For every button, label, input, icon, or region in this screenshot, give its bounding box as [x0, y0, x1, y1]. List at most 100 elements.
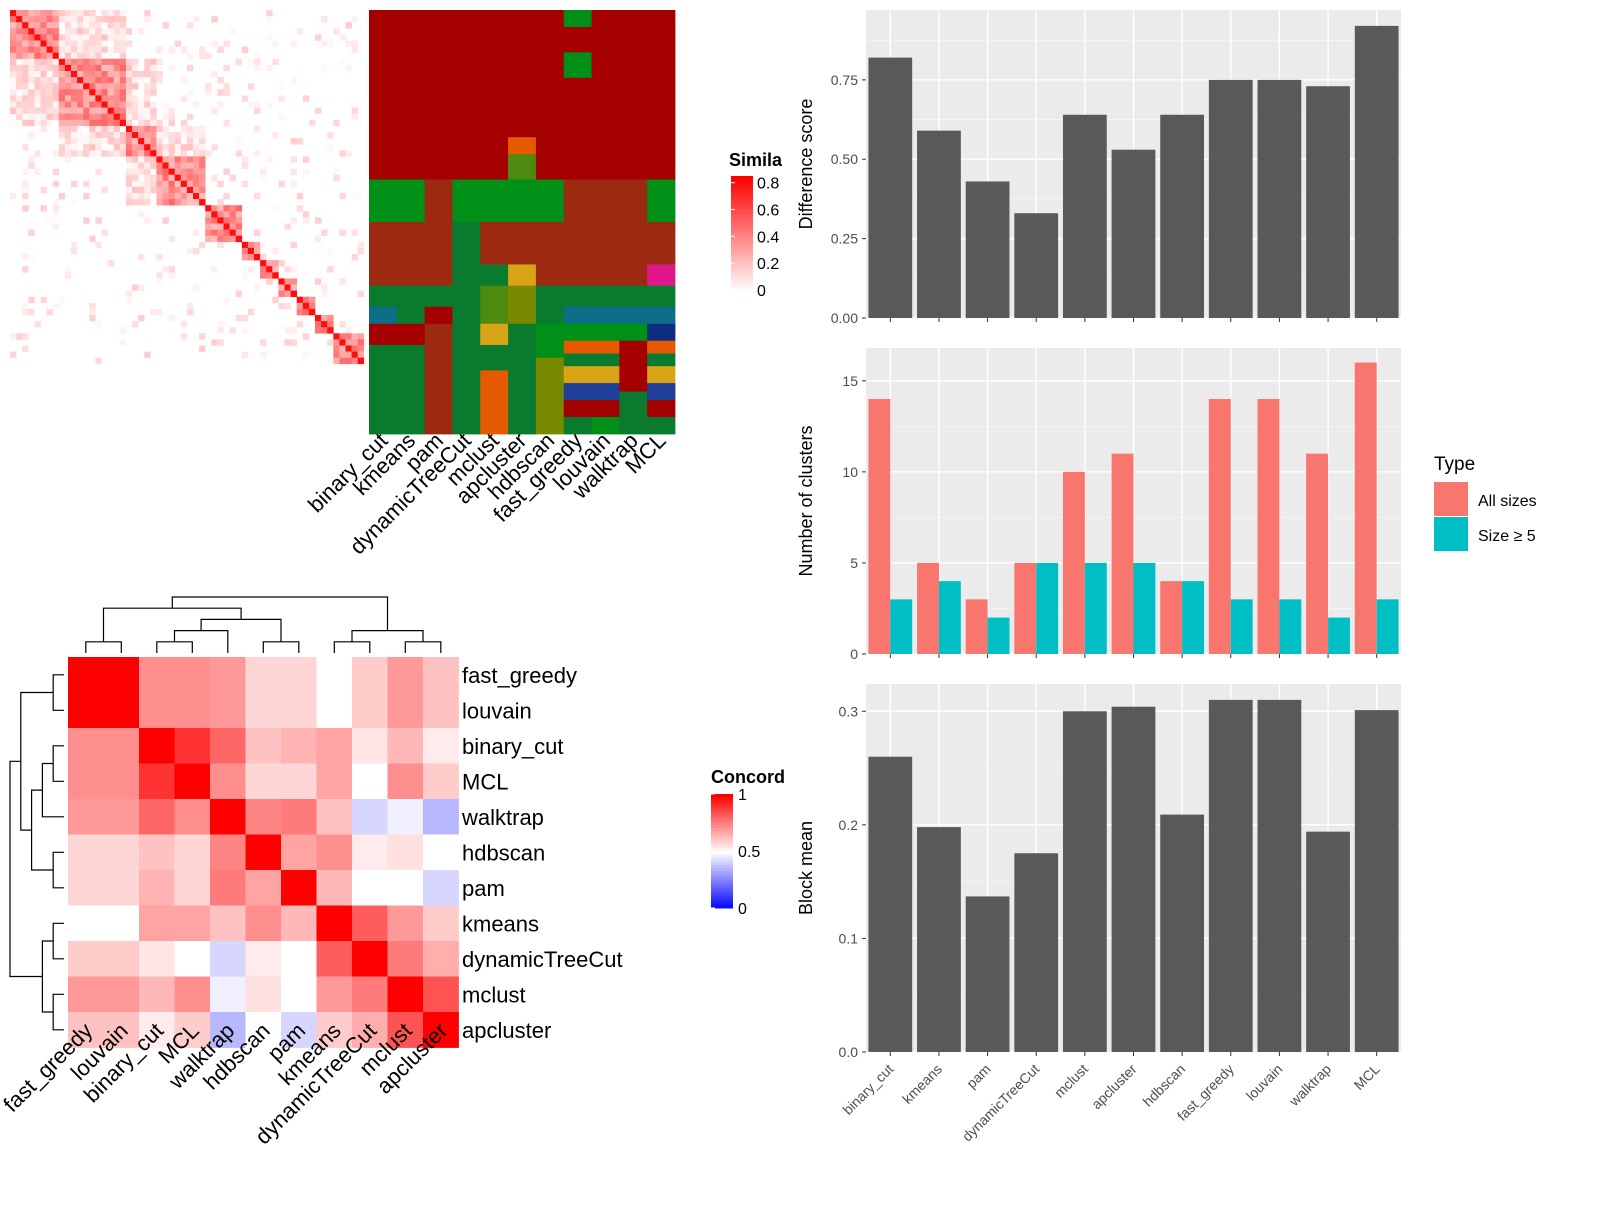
similarity-cell [333, 357, 340, 365]
assignment-block [563, 306, 592, 325]
assignment-block [535, 222, 565, 286]
similarity-cell [113, 58, 121, 66]
similarity-cell [156, 58, 163, 66]
assignment-block [591, 353, 620, 367]
row-dendrogram-branch [52, 745, 64, 782]
similarity-cell [357, 247, 365, 255]
colorbar-step [711, 868, 733, 872]
similarity-cell [83, 113, 90, 121]
concordance-cell [387, 728, 424, 764]
similarity-cell [71, 89, 78, 96]
similarity-cell [22, 58, 29, 66]
x-tick-label: MCL [1351, 1061, 1383, 1093]
similarity-cell [46, 217, 53, 224]
similarity-cell [83, 144, 90, 151]
similarity-cell [101, 113, 108, 121]
similarity-cell [315, 235, 322, 243]
similarity-cell [150, 186, 157, 194]
similarity-cell [28, 254, 35, 261]
assignment-block [619, 10, 648, 180]
similarity-cell [247, 83, 255, 90]
colorbar-step [711, 842, 733, 846]
similarity-cell [144, 119, 151, 127]
similarity-cell [101, 107, 108, 114]
similarity-cell [77, 101, 84, 108]
similarity-cell [254, 125, 261, 133]
similarity-cell [357, 357, 365, 365]
similarity-cell [52, 10, 60, 17]
concordance-row-label: MCL [462, 769, 508, 794]
similarity-cell [34, 89, 41, 96]
row-dendrogram-branch [52, 674, 64, 711]
similarity-cell [266, 64, 273, 72]
similarity-cell [180, 174, 188, 182]
similarity-cell [199, 180, 206, 188]
similarity-cell [132, 101, 139, 108]
concordance-cell [103, 657, 140, 693]
similarity-cell [71, 199, 78, 206]
similarity-cell [132, 321, 139, 328]
similarity-cell [28, 77, 35, 84]
similarity-cell [180, 95, 188, 102]
similarity-cell [339, 321, 346, 328]
similarity-cell [119, 28, 127, 35]
concordance-cell [423, 941, 459, 977]
similarity-cell [125, 83, 133, 90]
colorbar-step [731, 214, 753, 219]
similarity-cell [101, 34, 108, 41]
similarity-cell [150, 77, 157, 84]
concordance-cell [316, 905, 353, 942]
colorbar-step [731, 198, 753, 204]
similarity-cell [162, 174, 169, 182]
similarity-cell [290, 278, 297, 285]
similarity-cell [260, 168, 267, 175]
similarity-cell [107, 58, 114, 66]
similarity-cell [290, 266, 297, 273]
similarity-cell [205, 211, 212, 218]
similarity-cell [266, 266, 273, 273]
concordance-cell [139, 870, 175, 906]
similarity-cell [174, 168, 182, 175]
colorbar-step [711, 845, 733, 849]
assignment-block [535, 145, 565, 180]
bar [868, 57, 913, 318]
similarity-cell [107, 77, 114, 84]
similarity-cell [77, 10, 84, 17]
similarity-cell [28, 64, 35, 72]
y-tick-label: 0.1 [839, 930, 859, 946]
similarity-cell [290, 138, 297, 145]
concordance-cell [423, 657, 459, 693]
similarity-cell [83, 217, 90, 224]
similarity-cell [132, 193, 139, 200]
y-tick-label: 0.2 [839, 817, 859, 833]
similarity-cell [186, 125, 194, 133]
similarity-cell [266, 156, 273, 163]
similarity-cell [156, 46, 163, 53]
concordance-row-label: hdbscan [462, 840, 545, 865]
similarity-cell [180, 162, 188, 169]
similarity-cell [95, 217, 102, 224]
similarity-cell [95, 125, 102, 133]
concordance-cell [281, 1012, 317, 1048]
similarity-cell [89, 40, 96, 47]
similarity-cell [16, 71, 23, 78]
similarity-cell [199, 150, 206, 157]
similarity-cell [119, 119, 127, 127]
similarity-cell [113, 40, 121, 47]
similarity-cell [71, 34, 78, 41]
colorbar-step [731, 202, 753, 207]
similarity-cell [83, 71, 90, 78]
similarity-cell [58, 40, 66, 47]
bar [917, 562, 939, 654]
similarity-cell [89, 113, 96, 121]
concordance-cell [387, 834, 424, 871]
similarity-cell [211, 71, 218, 78]
similarity-cell [125, 174, 133, 182]
concordance-cell [103, 1012, 140, 1048]
similarity-cell [186, 186, 194, 194]
similarity-cell [174, 156, 182, 163]
similarity-cell [144, 64, 151, 72]
similarity-cell [113, 95, 121, 102]
similarity-cell [144, 83, 151, 90]
similarity-cell [138, 284, 145, 291]
